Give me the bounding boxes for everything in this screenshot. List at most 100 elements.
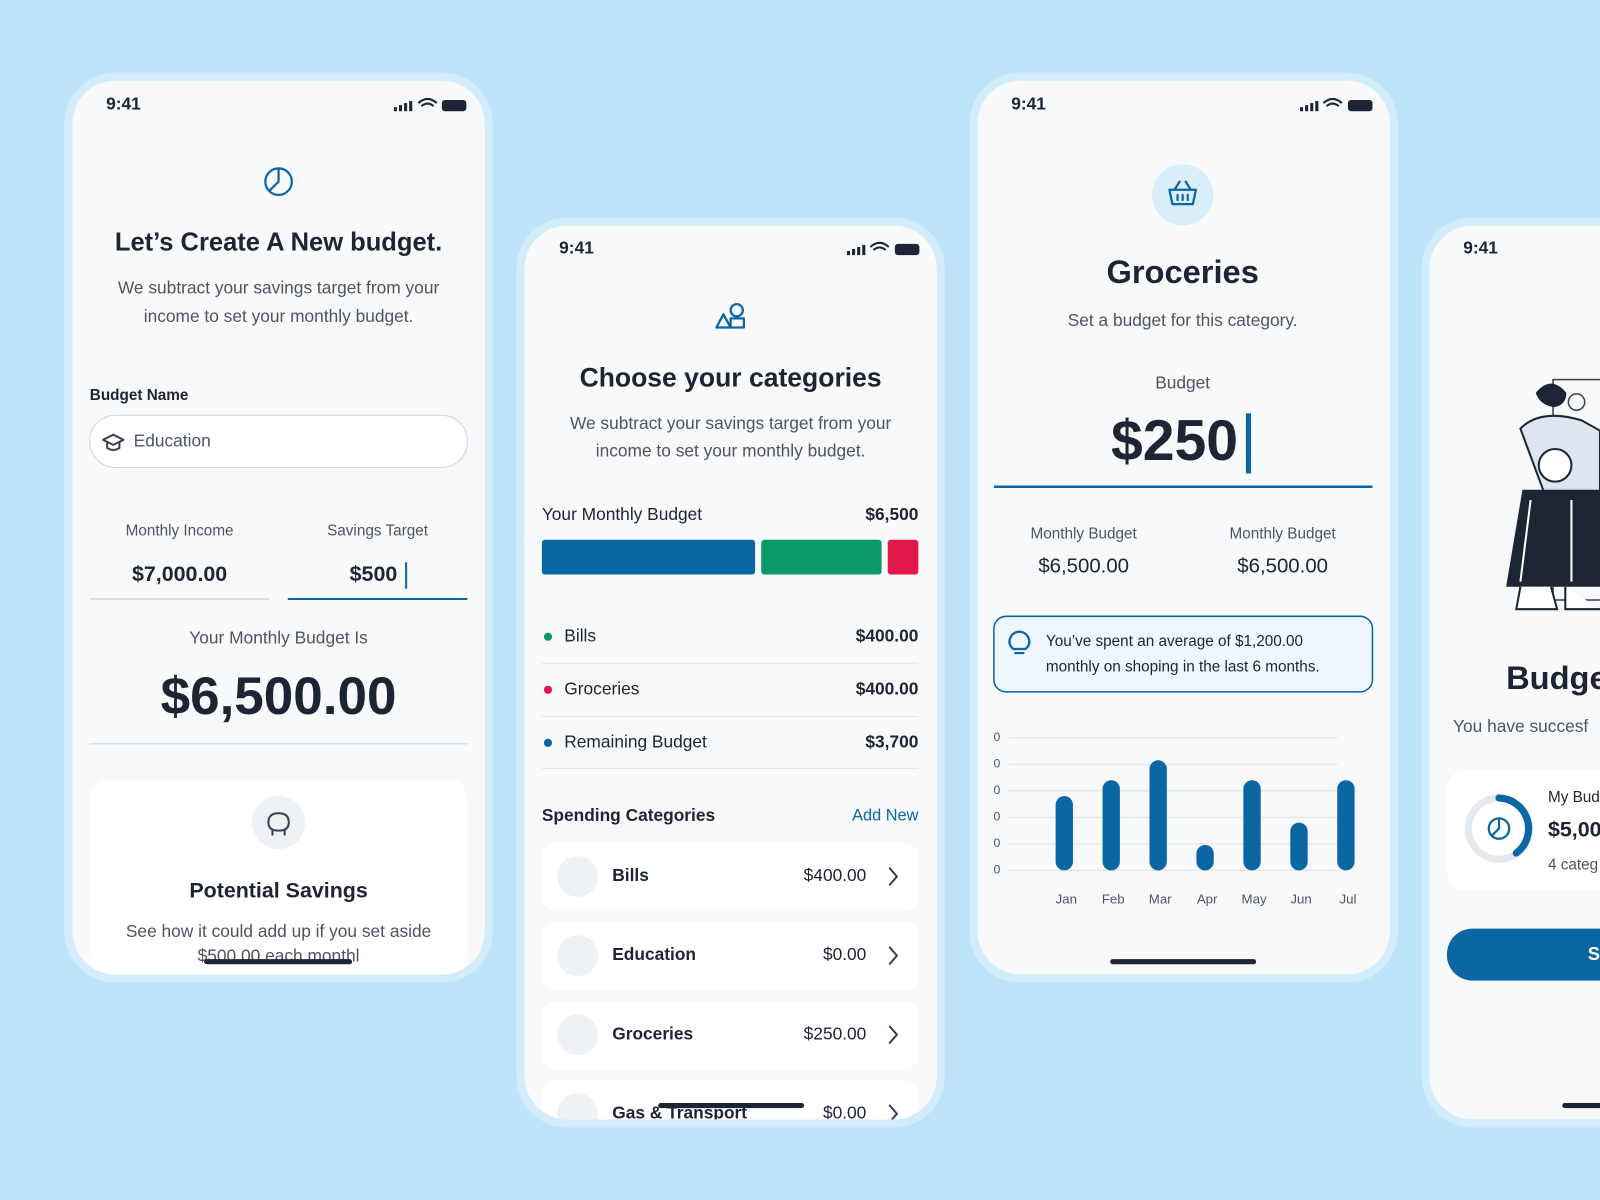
- icon-circle: [557, 856, 598, 897]
- bar-chart: 0 0 0 0 0 0 Jan Feb Mar Apr May Jun Jul: [994, 730, 1357, 907]
- text-input[interactable]: [89, 414, 468, 468]
- add-link[interactable]: Add New: [852, 807, 918, 825]
- x-tick-label: Jul: [1339, 892, 1356, 907]
- icon-circle: [557, 1014, 598, 1056]
- bar: [1196, 844, 1214, 871]
- status-time: 9:41: [106, 94, 141, 114]
- x-tick-label: Mar: [1149, 892, 1172, 907]
- stat-value: $6,500.00: [1237, 556, 1328, 578]
- card: [1446, 770, 1600, 891]
- status-icons: [1300, 97, 1373, 112]
- subtitle: Set a budget for this category.: [1068, 310, 1298, 330]
- stat-label: Monthly Budget: [1031, 526, 1138, 543]
- card-title: My Bud: [1548, 789, 1600, 806]
- category-card[interactable]: [541, 921, 919, 991]
- bar: [1290, 822, 1308, 871]
- chevron: [888, 1025, 898, 1044]
- button-label[interactable]: S: [1588, 943, 1600, 964]
- category-list: Bills $400.00 Education $0.00 Groceries $250.…: [541, 842, 919, 1148]
- card-value: $5,00: [1548, 817, 1600, 841]
- icon-circle: [557, 935, 598, 977]
- budget-segment: [887, 539, 919, 575]
- pie-icon: [1487, 817, 1511, 840]
- budget-value[interactable]: $250: [1111, 409, 1238, 473]
- screen-1: 9:41 Let’s Create A New budget. We subtr…: [89, 94, 468, 975]
- field-value[interactable]: $500: [350, 562, 398, 586]
- x-tick-label: Apr: [1197, 892, 1218, 907]
- tip-text: monthly on shoping in the last 6 months.: [1046, 658, 1320, 675]
- category-amount: $250.00: [804, 1023, 867, 1043]
- home-indicator: [204, 959, 353, 965]
- y-tick-label: 0: [994, 863, 1001, 877]
- progress-arc: [1495, 794, 1533, 857]
- input-value: Education: [134, 430, 211, 450]
- chevron: [888, 1104, 898, 1120]
- phone-screen: [977, 80, 1390, 975]
- illustration: [1506, 378, 1600, 611]
- y-tick-label: 0: [994, 730, 1001, 744]
- budget-label: Your Monthly Budget: [542, 504, 702, 524]
- legend-dot: [543, 632, 553, 641]
- card: [89, 779, 468, 975]
- field-label: Budget Name: [90, 387, 189, 404]
- row-label: Bills: [564, 625, 596, 645]
- field-label: Savings Target: [327, 523, 429, 540]
- card-title: Potential Savings: [189, 878, 368, 902]
- bulb-icon: [1008, 630, 1031, 655]
- category-card[interactable]: [541, 1001, 919, 1070]
- subtitle: You have succesf: [1453, 716, 1588, 736]
- pie-icon: [264, 167, 293, 197]
- category-card[interactable]: [541, 1080, 919, 1148]
- category-label: Groceries: [612, 1023, 693, 1043]
- stat-label: Monthly Budget: [1230, 526, 1337, 543]
- shapes-icon: [715, 302, 746, 329]
- cursor: [405, 562, 408, 589]
- result-value: $6,500.00: [161, 667, 397, 726]
- bar: [1337, 780, 1355, 871]
- tip-box: [993, 615, 1374, 693]
- status-icons: [393, 97, 467, 112]
- category-amount: $0.00: [823, 944, 866, 964]
- y-tick-label: 0: [994, 810, 1001, 824]
- card-note: 4 categ: [1548, 856, 1598, 873]
- bar: [1102, 780, 1120, 871]
- piggy-icon: [267, 812, 290, 836]
- status-time: 9:41: [1463, 238, 1498, 258]
- y-tick-label: 0: [994, 836, 1001, 850]
- screen-3: 9:41 Groceries Set a budget for this cat…: [993, 94, 1374, 965]
- result-label: Your Monthly Budget Is: [189, 627, 368, 647]
- title: Groceries: [1106, 253, 1258, 290]
- title: Budge: [1506, 659, 1600, 696]
- screen-2: 9:41 Choose your categories We subtract …: [541, 238, 920, 1148]
- budget-segment: [761, 539, 882, 575]
- section-title: Spending Categories: [542, 805, 715, 825]
- icon-circle: [557, 1093, 598, 1120]
- cursor: [1245, 413, 1252, 474]
- category-label: Education: [612, 944, 696, 964]
- home-indicator: [1110, 959, 1257, 965]
- chevron: [888, 867, 898, 886]
- row-label: Remaining Budget: [564, 731, 707, 751]
- bar: [1055, 796, 1073, 871]
- budget-value: $6,500: [865, 504, 918, 524]
- stat-value: $6,500.00: [1038, 556, 1129, 578]
- row-amount: $400.00: [856, 625, 919, 645]
- row-amount: $3,700: [865, 731, 918, 751]
- x-tick-label: Jun: [1290, 892, 1311, 907]
- category-amount: $400.00: [804, 865, 867, 885]
- basket-icon: [1168, 180, 1198, 206]
- card-text: See how it could add up if you set aside: [126, 921, 431, 941]
- row-label: Groceries: [564, 678, 639, 698]
- y-tick-label: 0: [994, 757, 1001, 771]
- cap-icon: [102, 433, 125, 452]
- subtitle: We subtract your savings target from you…: [570, 413, 892, 433]
- status-time: 9:41: [1011, 94, 1046, 114]
- button[interactable]: [1446, 928, 1600, 981]
- field-value[interactable]: $7,000.00: [132, 562, 227, 586]
- subtitle: income to set your monthly budget.: [144, 306, 414, 326]
- y-tick-label: 0: [994, 783, 1001, 797]
- status-icons: [846, 241, 920, 256]
- category-card[interactable]: [541, 842, 919, 912]
